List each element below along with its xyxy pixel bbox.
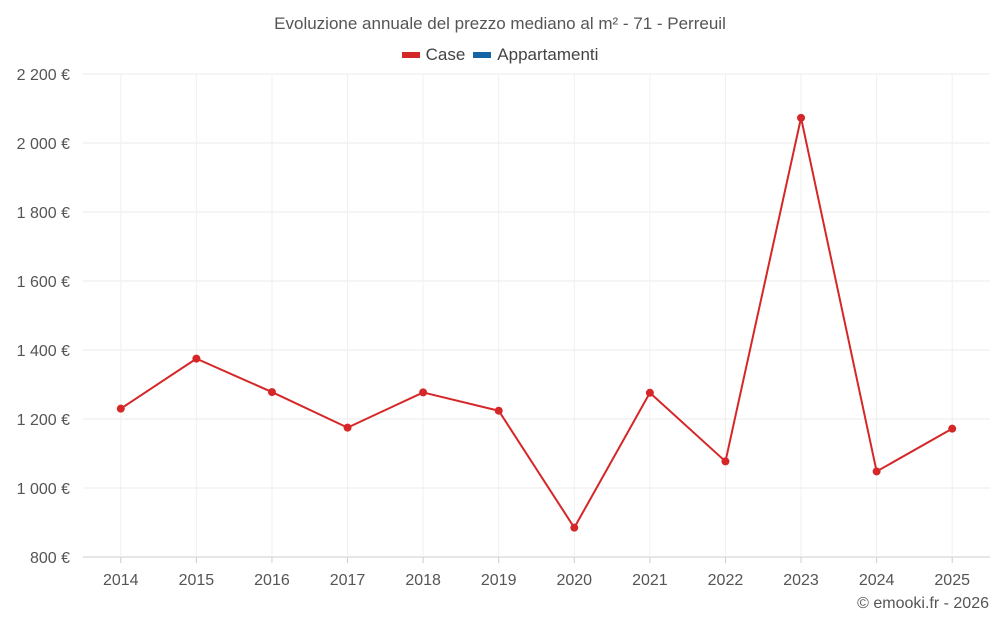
- y-tick-label: 1 200 €: [17, 412, 70, 429]
- data-point: [267, 388, 276, 397]
- x-tick-label: 2016: [254, 572, 290, 589]
- y-tick-label: 1 000 €: [17, 481, 70, 498]
- legend-item-case[interactable]: Case: [401, 45, 466, 65]
- x-tick-label: 2018: [405, 572, 441, 589]
- y-tick-label: 2 200 €: [17, 67, 70, 84]
- data-point: [116, 404, 125, 413]
- series-line-case: [120, 116, 953, 529]
- y-tick-label: 1 600 €: [17, 274, 70, 291]
- chart-legend: Case Appartamenti: [0, 45, 1000, 65]
- y-tick-label: 800 €: [30, 550, 70, 567]
- legend-label-case: Case: [425, 45, 466, 64]
- data-point: [645, 388, 654, 397]
- data-point: [948, 424, 957, 433]
- x-tick-label: 2021: [632, 572, 668, 589]
- chart-title: Evoluzione annuale del prezzo mediano al…: [274, 14, 726, 33]
- x-tick-label: 2017: [330, 572, 366, 589]
- legend-swatch-case: [401, 52, 420, 58]
- data-point: [343, 423, 352, 432]
- data-point: [494, 406, 503, 415]
- data-point: [570, 523, 579, 532]
- data-point: [721, 457, 730, 466]
- data-point: [419, 388, 428, 397]
- x-tick-label: 2020: [556, 572, 592, 589]
- legend-swatch-appartamenti: [473, 52, 492, 58]
- x-tick-label: 2025: [934, 572, 970, 589]
- data-point: [797, 113, 806, 122]
- x-tick-label: 2014: [103, 572, 139, 589]
- x-tick-label: 2024: [859, 572, 895, 589]
- y-tick-label: 2 000 €: [17, 136, 70, 153]
- y-tick-label: 1 400 €: [17, 343, 70, 360]
- copyright-credit: © emooki.fr - 2026: [857, 595, 989, 612]
- data-point: [192, 354, 201, 363]
- x-tick-label: 2015: [179, 572, 215, 589]
- legend-item-appartamenti[interactable]: Appartamenti: [473, 45, 598, 65]
- x-tick-label: 2022: [708, 572, 744, 589]
- x-tick-label: 2023: [783, 572, 819, 589]
- data-point: [872, 467, 881, 476]
- x-tick-label: 2019: [481, 572, 517, 589]
- legend-label-appartamenti: Appartamenti: [497, 45, 599, 64]
- y-tick-label: 1 800 €: [17, 205, 70, 222]
